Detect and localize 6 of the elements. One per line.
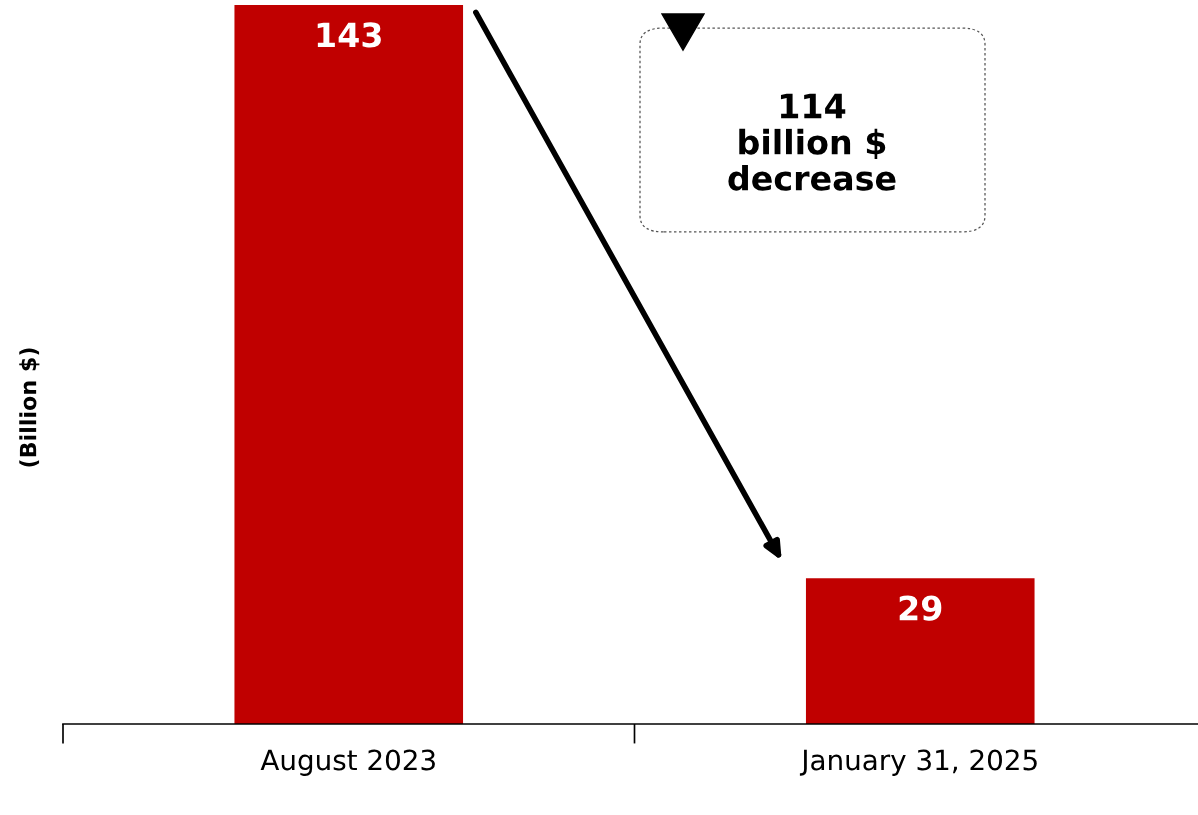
- x-tick-label: January 31, 2025: [799, 749, 1037, 776]
- y-axis-title: (Billion $): [19, 348, 40, 467]
- data-label: 143: [317, 22, 381, 48]
- annotation: 114 billion $ decrease: [728, 93, 896, 191]
- data-label: 29: [899, 595, 942, 621]
- x-tick-label: August 2023: [260, 749, 435, 776]
